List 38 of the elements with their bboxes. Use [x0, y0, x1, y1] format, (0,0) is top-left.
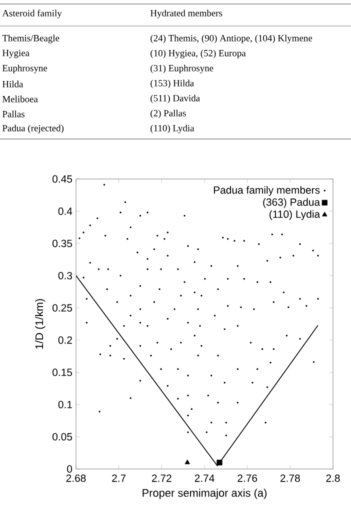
- text: (153) Hilda: [150, 80, 194, 88]
- y-tick-label: 0: [67, 465, 72, 473]
- text: (31) Euphrosyne: [150, 64, 214, 74]
- text: Themis/Beagle: [2, 34, 60, 44]
- x-tick-label: 2.8: [326, 474, 340, 482]
- text: (10) Hygiea, (52) Europa: [150, 50, 246, 58]
- x-tick-label: 2.7: [112, 474, 126, 482]
- text: Euphrosyne: [2, 64, 48, 74]
- text: Hygiea: [2, 50, 30, 58]
- x-tick-label: 2.72: [152, 474, 172, 482]
- text: (24) Themis, (90) Antiope, (104) Klymene: [150, 34, 312, 44]
- x-tick-label: 2.78: [280, 474, 300, 482]
- text: Pallas: [2, 110, 24, 118]
- x-tick-label: 2.68: [66, 474, 86, 482]
- y-tick-label: 0.05: [52, 433, 72, 440]
- text: Hydrated members: [150, 10, 222, 18]
- y-tick-label: 0.3: [58, 272, 72, 280]
- text: Meliboea: [2, 96, 38, 102]
- y-tick-label: 0.15: [52, 368, 72, 376]
- x-axis-title: Proper semimajor axis (a): [142, 488, 267, 499]
- text: Padua (rejected): [2, 124, 64, 134]
- text: (2) Pallas: [150, 110, 186, 118]
- legend-label: (363) Padua: [263, 198, 320, 208]
- text: (110) Lydia: [150, 124, 194, 134]
- legend-label: (110) Lydia: [270, 210, 320, 220]
- y-tick-label: 0.35: [52, 240, 72, 248]
- y-tick-label: 0.2: [58, 336, 72, 344]
- legend-label: Padua family members: [214, 186, 320, 196]
- text: (511) Davida: [150, 94, 200, 104]
- text: Asteroid family: [2, 10, 62, 18]
- y-tick-label: 0.25: [52, 304, 72, 312]
- y-tick-label: 0.1: [58, 400, 72, 408]
- text: Hilda: [2, 80, 24, 88]
- x-tick-label: 2.74: [194, 474, 214, 482]
- y-axis-title: 1/D (1/km): [35, 299, 46, 349]
- x-tick-label: 2.76: [238, 474, 258, 482]
- y-tick-label: 0.45: [52, 175, 72, 183]
- y-tick-label: 0.4: [58, 208, 72, 215]
